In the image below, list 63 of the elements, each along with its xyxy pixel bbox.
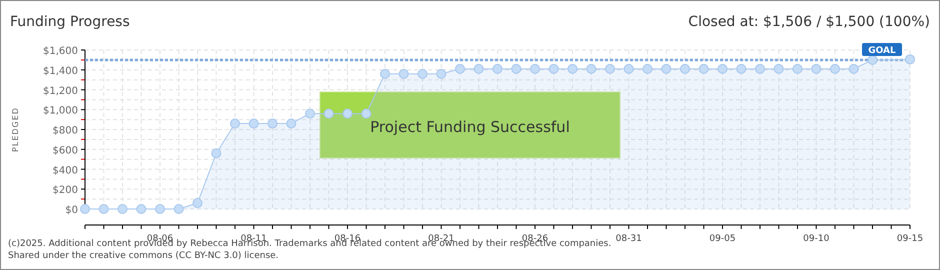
- point: [492, 64, 502, 74]
- point: [398, 68, 409, 79]
- point: [342, 108, 352, 119]
- point: [98, 204, 109, 214]
- point: [811, 64, 822, 74]
- point: [548, 64, 559, 74]
- y-tick-label: $1,200: [43, 86, 78, 97]
- point: [755, 64, 765, 74]
- point: [698, 64, 709, 74]
- y-tick-label: $400: [52, 165, 78, 176]
- point: [174, 204, 184, 214]
- point: [511, 64, 522, 74]
- text: Shared under the creative commons (CC BY-NC 3.0) license.: [8, 251, 279, 261]
- y-tick-label: $1,600: [43, 46, 78, 57]
- point: [474, 64, 484, 74]
- point: [436, 68, 446, 79]
- point: [192, 198, 202, 208]
- point: [848, 64, 859, 74]
- chart-subtitle: Closed at: $1,506 / $1,500 (100%): [688, 14, 930, 30]
- point: [568, 64, 578, 74]
- y-tick-label: $800: [52, 126, 78, 136]
- point: [774, 64, 784, 74]
- point: [361, 108, 372, 119]
- point: [80, 204, 90, 214]
- point: [792, 64, 802, 74]
- point: [155, 204, 165, 214]
- point: [248, 118, 259, 129]
- x-tick-label: 09-15: [896, 234, 924, 244]
- point: [305, 108, 315, 119]
- point: [286, 118, 296, 129]
- y-tick-label: $200: [52, 185, 78, 196]
- point: [830, 64, 840, 74]
- point: [661, 64, 672, 74]
- point: [324, 108, 334, 119]
- y-axis-title: PLEDGED: [11, 107, 20, 152]
- point: [136, 204, 146, 214]
- x-tick-label: 09-10: [803, 234, 830, 244]
- annotation: Project Funding Successful: [370, 118, 570, 136]
- point: [624, 64, 634, 74]
- point: [868, 54, 878, 65]
- chart-title: Funding Progress: [10, 14, 130, 30]
- y-tick-label: $1,400: [43, 66, 78, 77]
- point: [455, 64, 465, 74]
- x-tick-label: 08-31: [616, 234, 642, 244]
- ref-line-label: GOAL: [868, 46, 896, 56]
- point: [530, 64, 540, 74]
- point: [230, 118, 240, 129]
- y-tick-label: $1,000: [43, 106, 78, 117]
- point: [211, 148, 222, 158]
- point: [418, 68, 428, 79]
- point: [718, 64, 728, 74]
- point: [118, 204, 128, 214]
- x-tick-label: 09-05: [709, 234, 736, 244]
- point: [736, 64, 746, 74]
- point: [905, 54, 915, 64]
- point: [268, 118, 278, 129]
- point: [380, 68, 390, 79]
- point: [586, 64, 596, 74]
- point: [605, 64, 615, 74]
- point: [642, 64, 652, 74]
- y-tick-label: $0: [65, 205, 78, 216]
- y-tick-label: $600: [52, 145, 78, 156]
- point: [680, 64, 690, 74]
